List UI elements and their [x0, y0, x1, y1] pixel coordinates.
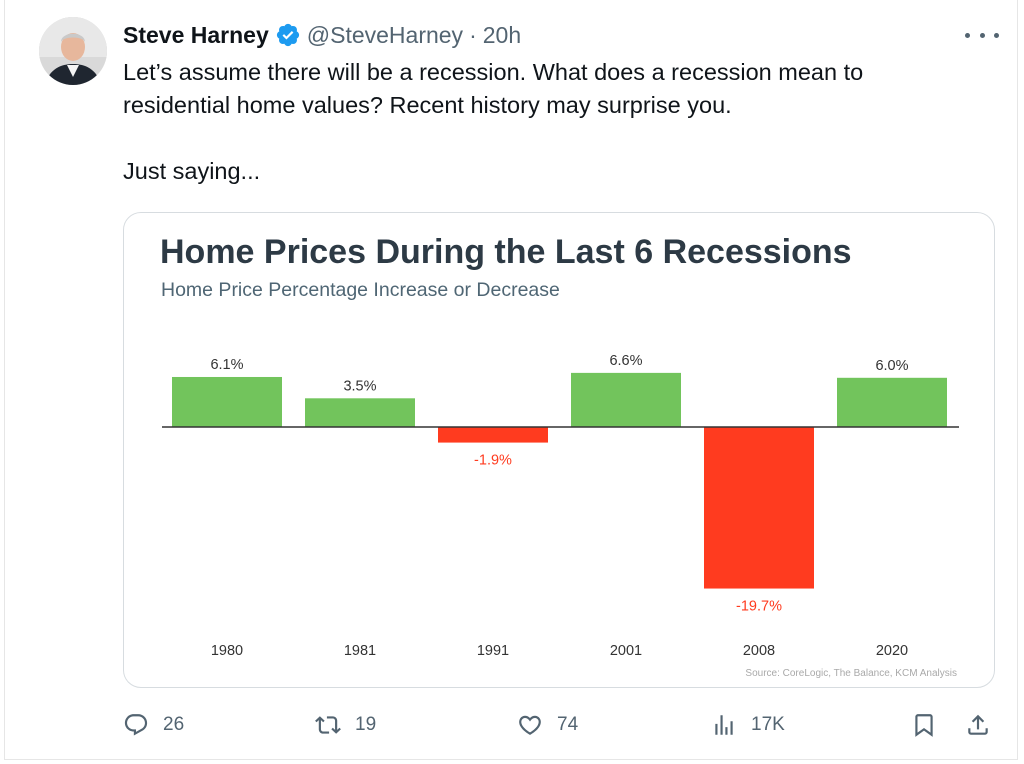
category-label-2008: 2008: [743, 643, 775, 659]
retweet-count: 19: [355, 714, 377, 735]
share-icon: [968, 714, 988, 735]
action-bar: 26 19 74 17K: [5, 700, 1024, 750]
views-count: 17K: [751, 714, 785, 735]
chart-title: Home Prices During the Last 6 Recessions: [160, 233, 852, 271]
bar-2020: [837, 377, 947, 427]
bar-2008: [704, 427, 814, 589]
like-count: 74: [557, 714, 579, 735]
retweet-button[interactable]: 19: [315, 700, 376, 750]
more-options-icon[interactable]: [965, 22, 999, 48]
bookmark-button[interactable]: [911, 700, 937, 750]
tweet-image-chart[interactable]: Home Prices During the Last 6 Recessions…: [123, 212, 995, 688]
reply-button[interactable]: 26: [123, 700, 184, 750]
heart-icon: [519, 715, 541, 735]
bar-1981: [305, 398, 415, 427]
tweet-text-line: residential home values? Recent history …: [123, 92, 732, 118]
author-name[interactable]: Steve Harney: [123, 21, 269, 48]
category-label-1980: 1980: [211, 643, 243, 659]
retweet-icon: [315, 716, 341, 734]
share-button[interactable]: [965, 700, 991, 750]
tweet-timestamp[interactable]: 20h: [482, 21, 522, 48]
category-label-2001: 2001: [610, 643, 642, 659]
tweet-text-line: Just saying...: [123, 158, 261, 184]
data-label-2020: 6.0%: [875, 358, 908, 374]
category-label-1991: 1991: [477, 643, 509, 659]
reply-icon: [124, 714, 148, 736]
data-label-1991: -1.9%: [474, 453, 512, 469]
chart-subtitle: Home Price Percentage Increase or Decrea…: [161, 279, 560, 301]
category-label-1981: 1981: [344, 643, 376, 659]
data-label-1981: 3.5%: [343, 378, 376, 394]
avatar[interactable]: [39, 17, 107, 85]
bookmark-icon: [915, 714, 933, 737]
author-handle[interactable]: @SteveHarney: [306, 21, 464, 48]
bar-chart: Home Prices During the Last 6 Recessions…: [160, 233, 959, 679]
tweet-text-line: Let’s assume there will be a recession. …: [123, 59, 864, 85]
data-label-2001: 6.6%: [609, 353, 642, 369]
like-button[interactable]: 74: [517, 700, 578, 750]
analytics-icon: [715, 715, 733, 735]
data-label-2008: -19.7%: [736, 599, 782, 615]
category-label-2020: 2020: [876, 643, 908, 659]
views-button[interactable]: 17K: [711, 700, 785, 750]
separator-dot: ·: [469, 21, 477, 48]
tweet-text: Let’s assume there will be a recession. …: [123, 56, 983, 188]
data-label-1980: 6.1%: [210, 357, 243, 373]
tweet-header: Steve Harney @SteveHarney · 20h: [123, 18, 521, 52]
verified-badge-icon: [275, 22, 301, 48]
chart-source: Source: CoreLogic, The Balance, KCM Anal…: [745, 668, 957, 679]
bar-1991: [438, 427, 548, 443]
bar-1980: [172, 376, 282, 427]
tweet-card[interactable]: Steve Harney @SteveHarney · 20h Let’s as…: [4, 0, 1018, 760]
reply-count: 26: [163, 714, 185, 735]
bar-2001: [571, 372, 681, 427]
